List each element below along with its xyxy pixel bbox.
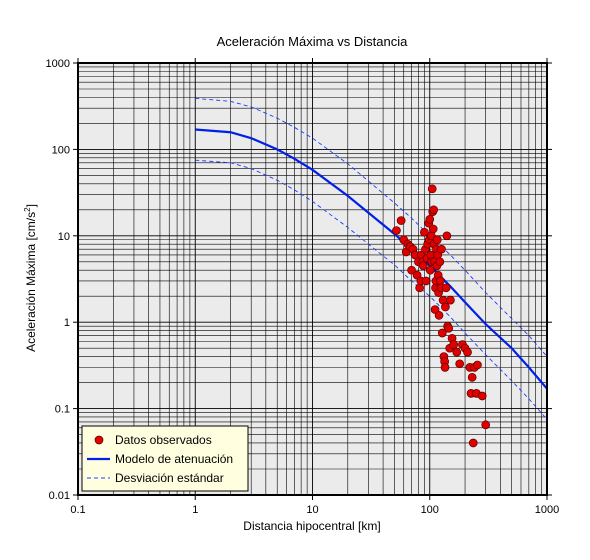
data-point — [435, 257, 445, 267]
x-tick-label: 0.1 — [70, 504, 85, 516]
data-point — [452, 347, 462, 357]
data-point — [442, 231, 452, 241]
data-point — [477, 391, 487, 401]
y-axis-label: Aceleración Máxima [cm/s2] — [23, 204, 38, 352]
y-axis-label-end: ] — [24, 204, 38, 207]
data-point — [441, 283, 451, 293]
data-point — [396, 216, 406, 225]
y-axis-label-sup: 2 — [23, 207, 32, 212]
x-tick-label: 1000 — [535, 504, 559, 516]
data-point — [467, 372, 477, 382]
legend: Datos observados Modelo de atenuación Desv… — [81, 425, 249, 492]
legend-marker-points — [94, 435, 104, 445]
y-tick-label: 100 — [52, 144, 70, 156]
data-point — [444, 323, 454, 333]
data-point — [420, 227, 429, 237]
y-tick-label: 0.01 — [49, 490, 70, 502]
legend-label: Desviación estándar — [115, 471, 224, 485]
data-point — [425, 265, 435, 275]
data-point — [421, 276, 431, 286]
y-tick-label: 1 — [64, 317, 70, 329]
data-point — [407, 265, 416, 275]
data-point — [427, 184, 437, 194]
series-layer — [195, 97, 548, 448]
data-point — [437, 328, 447, 338]
data-point — [455, 359, 465, 369]
data-point — [392, 226, 401, 235]
data-point — [434, 311, 444, 320]
data-point — [429, 205, 439, 215]
x-tick-label: 10 — [306, 504, 318, 516]
data-point — [481, 420, 491, 430]
data-point — [428, 224, 438, 234]
data-point — [449, 340, 459, 349]
data-point — [425, 215, 435, 224]
y-tick-label: 0.1 — [55, 404, 70, 416]
legend-label: Modelo de atenuación — [115, 452, 233, 466]
chart-title: Aceleración Máxima vs Distancia — [217, 34, 409, 49]
data-point — [441, 302, 450, 312]
data-point — [468, 438, 478, 448]
x-tick-label: 100 — [421, 504, 439, 516]
x-axis-label: Distancia hipocentral [km] — [243, 519, 380, 533]
data-point — [437, 244, 446, 254]
data-point — [432, 235, 442, 245]
data-point — [440, 363, 450, 372]
data-point — [446, 295, 455, 305]
y-tick-label: 10 — [58, 231, 70, 243]
grid-lines — [78, 63, 547, 495]
legend-label: Datos observados — [115, 433, 212, 447]
x-tick-label: 1 — [192, 504, 198, 516]
data-point — [463, 347, 472, 357]
y-axis-label-main: Aceleración Máxima [cm/s — [24, 212, 38, 352]
data-point — [473, 360, 482, 370]
y-tick-label: 1000 — [46, 58, 70, 70]
data-point — [418, 261, 428, 271]
